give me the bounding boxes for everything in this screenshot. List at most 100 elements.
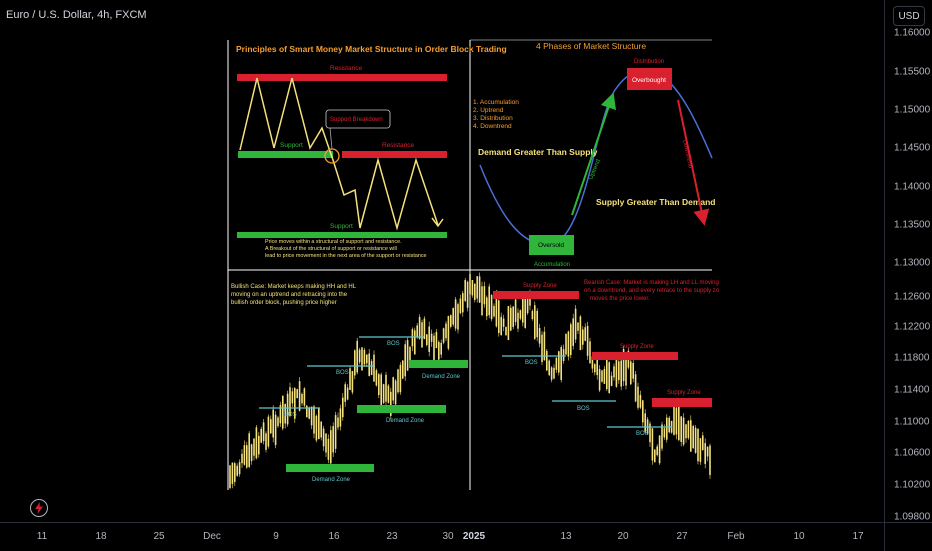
bos-1-label: BOS — [284, 412, 297, 418]
candle-body — [346, 387, 349, 400]
candle-body — [702, 435, 704, 451]
candle-body — [418, 317, 421, 339]
candle-body — [339, 408, 342, 427]
candle-body — [622, 348, 625, 382]
candle-body — [320, 421, 322, 438]
callout-box — [325, 109, 391, 129]
candle-body — [486, 297, 488, 317]
candle-body — [680, 416, 682, 442]
candle-body — [507, 306, 510, 341]
candle-body — [514, 299, 517, 323]
candle-body — [421, 322, 423, 348]
lightning-icon[interactable] — [30, 499, 48, 517]
price-label: 1.15000 — [894, 104, 931, 116]
candle-body — [478, 276, 481, 303]
supply-zone-3 — [652, 398, 712, 407]
panel1-note-3: lead to price movement in the next area … — [265, 253, 427, 259]
candle-body — [241, 453, 243, 464]
candle-body — [555, 357, 558, 370]
price-label: 1.15500 — [894, 66, 931, 78]
candle-body — [327, 438, 330, 460]
candle-body — [351, 371, 354, 393]
time-label: Dec — [203, 531, 221, 542]
candle-body — [586, 325, 589, 356]
candle-body — [536, 310, 538, 338]
candle-body — [430, 333, 433, 342]
time-axis[interactable] — [0, 522, 884, 551]
candle-body — [618, 361, 620, 381]
demand-zone-1-label: Demand Zone — [312, 477, 351, 483]
candle-body — [282, 395, 284, 429]
candle-body — [433, 335, 435, 364]
time-label: Feb — [727, 531, 745, 542]
candle-body — [296, 389, 298, 399]
candle-body — [301, 393, 303, 404]
candle-body — [315, 415, 318, 441]
bull-note-2: moving on an uptrend and retracing into … — [231, 292, 348, 298]
price-label: 1.11400 — [894, 384, 930, 396]
candle-body — [505, 326, 507, 336]
chart-area[interactable]: Principles of Smart Money Market Structu… — [0, 0, 884, 522]
price-label: 1.12600 — [894, 291, 931, 303]
candle-body — [231, 462, 234, 484]
candle-body — [294, 388, 296, 419]
price-axis[interactable] — [884, 0, 932, 522]
candle-body — [699, 438, 702, 462]
resistance-band-top — [237, 74, 447, 81]
phase-4: 4. Downtrend — [473, 123, 512, 130]
candle-body — [704, 443, 706, 464]
candle-body — [543, 331, 546, 361]
candle-body — [519, 310, 522, 319]
candle-body — [570, 324, 572, 355]
candle-body — [495, 292, 498, 327]
bos-4-label: BOS — [525, 360, 538, 366]
candle-body — [265, 433, 267, 450]
time-label: 23 — [386, 531, 398, 542]
candle-body — [344, 384, 346, 402]
candle-body — [289, 387, 291, 416]
support-band-bottom — [237, 232, 447, 238]
candle-body — [493, 306, 495, 317]
candle-body — [277, 417, 279, 427]
candle-body — [531, 311, 534, 320]
time-label: 2025 — [462, 531, 486, 542]
candle-body — [260, 428, 262, 443]
downtrend-label: Downtrend — [681, 139, 693, 169]
support-left-label: Support — [280, 142, 303, 149]
candle-body — [574, 308, 577, 340]
candle-body — [457, 304, 459, 330]
candle-body — [450, 315, 452, 327]
candle-body — [445, 323, 447, 339]
price-label: 1.09800 — [894, 511, 931, 523]
candles-group — [229, 270, 711, 490]
candle-body — [601, 370, 603, 382]
candle-body — [644, 413, 646, 432]
candle-body — [584, 327, 586, 341]
candle-body — [399, 364, 402, 393]
candle-body — [524, 296, 526, 328]
candle-body — [306, 405, 308, 418]
currency-button[interactable]: USD — [893, 6, 925, 26]
candle-body — [591, 356, 594, 369]
symbol-title: Euro / U.S. Dollar, 4h, FXCM — [6, 9, 147, 21]
resistance-top-label: Resistance — [330, 65, 363, 72]
candle-body — [298, 381, 301, 411]
candle-body — [560, 347, 562, 380]
candle-body — [332, 426, 334, 453]
candle-body — [303, 388, 306, 406]
candle-body — [476, 276, 478, 299]
candle-body — [709, 445, 711, 475]
support-band-left — [238, 151, 333, 158]
candle-body — [325, 433, 327, 453]
candle-body — [454, 299, 457, 329]
price-label: 1.13000 — [894, 257, 931, 269]
candle-body — [685, 424, 687, 439]
candle-body — [471, 279, 474, 296]
candle-body — [378, 374, 380, 395]
candle-body — [385, 374, 387, 402]
support-bottom-label: Support — [330, 223, 353, 230]
candle-body — [697, 428, 699, 462]
demand-zone-1 — [286, 464, 374, 472]
candle-body — [438, 341, 440, 360]
candle-body — [291, 391, 294, 404]
